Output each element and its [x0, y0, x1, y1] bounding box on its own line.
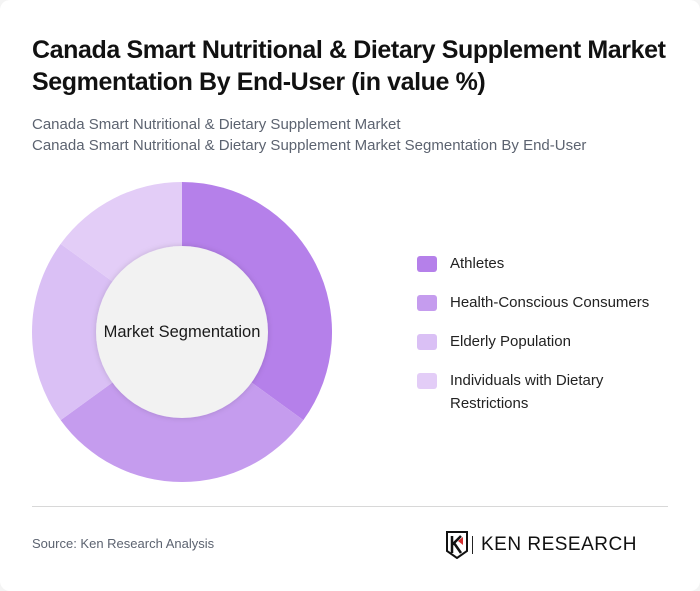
legend-label: Individuals with Dietary Restrictions: [450, 372, 604, 412]
legend-item-individuals-with-dietary-restrictions[interactable]: Individuals with Dietary Restrictions: [417, 369, 677, 415]
subtitle-line-1: Canada Smart Nutritional & Dietary Suppl…: [32, 116, 401, 133]
logo-separator: [472, 536, 473, 554]
subtitle-line-2: Canada Smart Nutritional & Dietary Suppl…: [32, 137, 587, 154]
source-note: Source: Ken Research Analysis: [32, 536, 215, 551]
ken-research-logo-icon: [446, 531, 468, 559]
legend-label: Health-Conscious Consumers: [450, 294, 650, 311]
legend-item-athletes[interactable]: Athletes: [417, 252, 677, 275]
chart-title: Canada Smart Nutritional & Dietary Suppl…: [32, 36, 666, 96]
legend-label: Athletes: [450, 255, 505, 272]
donut-hole: [96, 246, 268, 418]
logo-text: KEN RESEARCH: [481, 534, 637, 555]
footer-divider: [32, 506, 668, 507]
chart-subtitle: Canada Smart Nutritional & Dietary Suppl…: [32, 114, 586, 156]
legend-swatch: [417, 334, 437, 350]
ken-research-logo: KEN RESEARCH: [446, 530, 637, 560]
chart-legend: Athletes Health-Conscious Consumers Elde…: [417, 252, 677, 431]
legend-label: Elderly Population: [450, 333, 571, 350]
legend-item-health-conscious-consumers[interactable]: Health-Conscious Consumers: [417, 291, 677, 314]
legend-swatch: [417, 373, 437, 389]
legend-swatch: [417, 256, 437, 272]
legend-swatch: [417, 295, 437, 311]
donut-chart: [32, 182, 332, 482]
legend-item-elderly-population[interactable]: Elderly Population: [417, 330, 677, 353]
